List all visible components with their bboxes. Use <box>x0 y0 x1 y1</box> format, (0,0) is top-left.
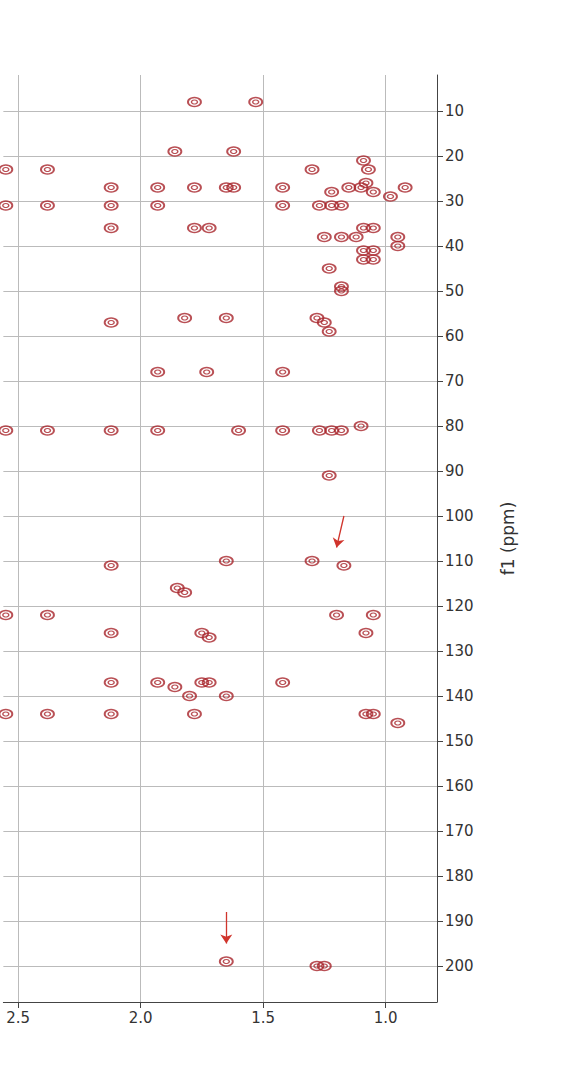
svg-text:130: 130 <box>445 642 474 660</box>
svg-text:10: 10 <box>445 102 464 120</box>
svg-text:150: 150 <box>445 732 474 750</box>
svg-text:2.0: 2.0 <box>129 1009 153 1027</box>
svg-text:170: 170 <box>445 822 474 840</box>
svg-text:190: 190 <box>445 912 474 930</box>
svg-text:140: 140 <box>445 687 474 705</box>
svg-text:160: 160 <box>445 777 474 795</box>
svg-text:1.0: 1.0 <box>374 1009 398 1027</box>
svg-text:180: 180 <box>445 867 474 885</box>
svg-text:110: 110 <box>445 552 474 570</box>
svg-text:20: 20 <box>445 147 464 165</box>
svg-text:200: 200 <box>445 957 474 975</box>
svg-text:120: 120 <box>445 597 474 615</box>
svg-text:60: 60 <box>445 327 464 345</box>
svg-text:90: 90 <box>445 462 464 480</box>
svg-text:30: 30 <box>445 192 464 210</box>
svg-text:2.5: 2.5 <box>6 1009 30 1027</box>
svg-text:f1 (ppm): f1 (ppm) <box>498 502 518 576</box>
svg-text:70: 70 <box>445 372 464 390</box>
svg-text:1.5: 1.5 <box>251 1009 275 1027</box>
svg-text:50: 50 <box>445 282 464 300</box>
svg-text:40: 40 <box>445 237 464 255</box>
svg-text:80: 80 <box>445 417 464 435</box>
svg-text:100: 100 <box>445 507 474 525</box>
